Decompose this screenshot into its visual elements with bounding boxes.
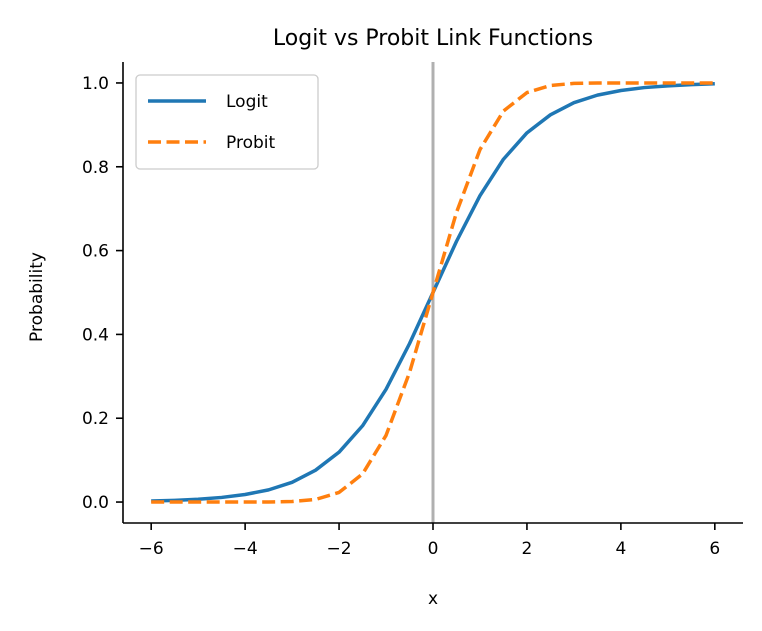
- legend: Logit Probit: [135, 74, 319, 170]
- y-axis-label: Probability: [27, 252, 47, 342]
- legend-box: [135, 74, 319, 170]
- y-tick-label: 0.6: [82, 242, 109, 262]
- legend-label-logit: Logit: [226, 92, 268, 112]
- x-tick-label: 6: [709, 539, 720, 559]
- x-axis-label: x: [428, 589, 438, 609]
- x-tick-label: −6: [139, 539, 164, 559]
- y-tick-label: 0.0: [82, 493, 109, 513]
- x-tick-label: 0: [428, 539, 439, 559]
- y-tick-label: 1.0: [82, 74, 109, 94]
- chart-title: Logit vs Probit Link Functions: [273, 26, 593, 51]
- y-tick-label: 0.4: [82, 325, 109, 345]
- series-line-probit: [151, 81, 715, 504]
- y-tick-label: 0.8: [82, 158, 109, 178]
- y-tick-label: 0.2: [82, 409, 109, 429]
- x-tick-label: 2: [522, 539, 533, 559]
- x-tick-label: −4: [233, 539, 258, 559]
- plot-area: −6 −4 −2 0 2 4 6 0.0 0.2 0.4 0.6 0.8 1.0 Logit Probit: [82, 62, 743, 559]
- x-tick-label: −2: [327, 539, 352, 559]
- x-tick-label: 4: [615, 539, 626, 559]
- legend-label-probit: Probit: [226, 133, 275, 153]
